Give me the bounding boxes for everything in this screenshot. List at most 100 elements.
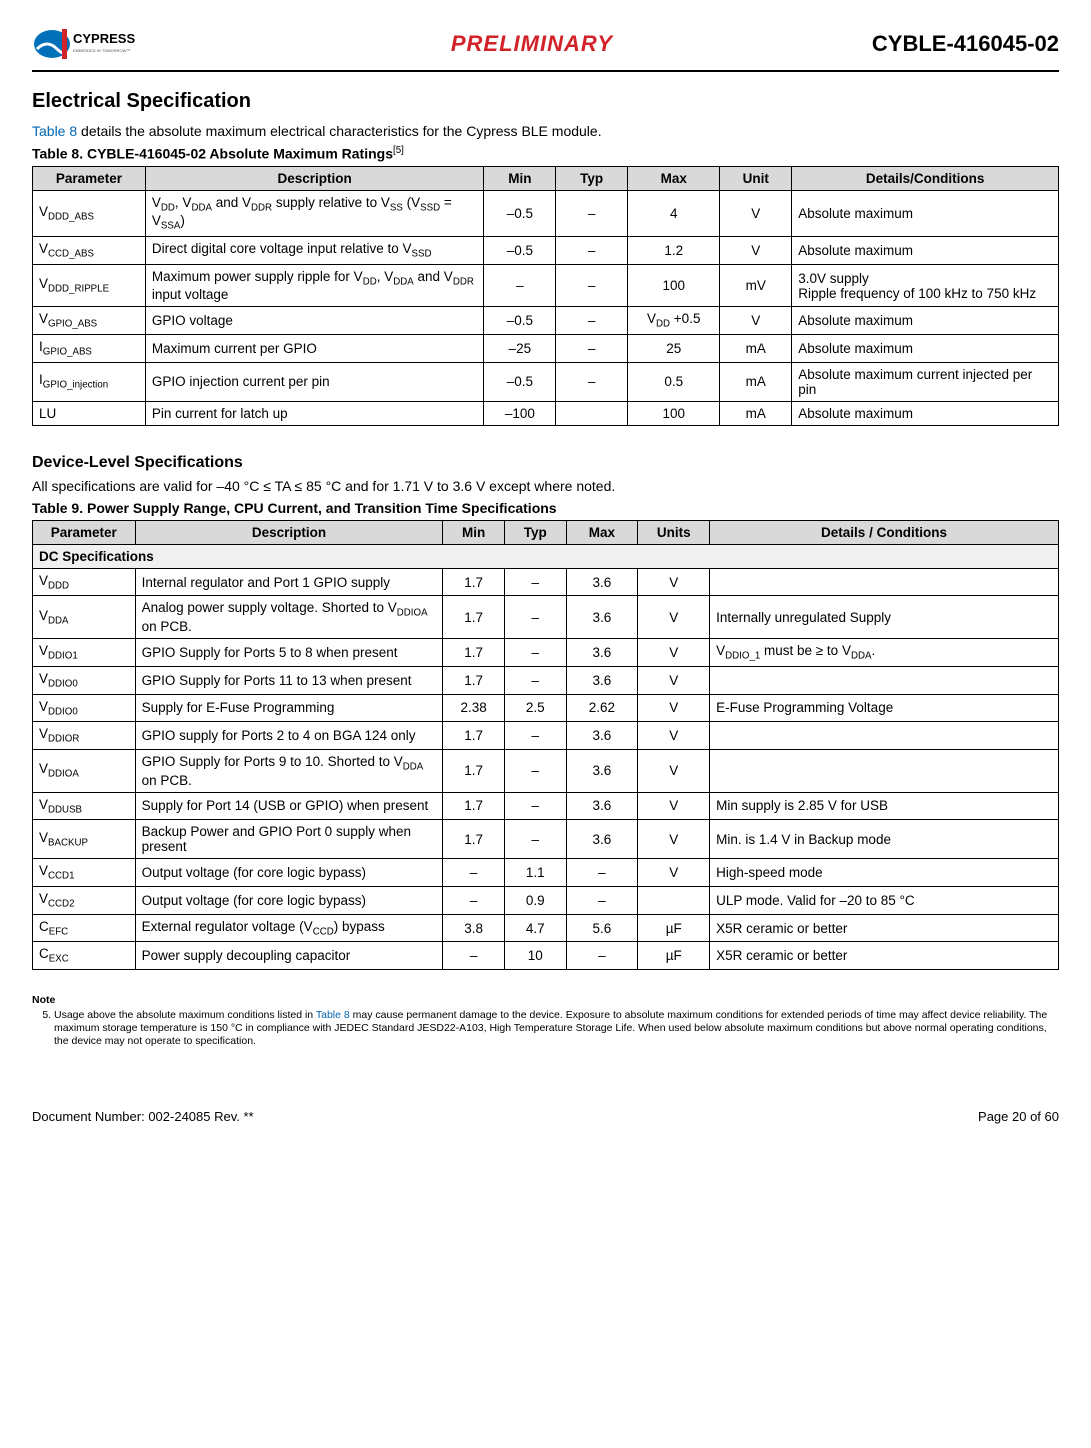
note-table8-link[interactable]: Table 8 (316, 1009, 350, 1021)
table8-link[interactable]: Table 8 (32, 123, 77, 139)
table-cell: VBACKUP (33, 820, 136, 859)
table-cell: mA (720, 362, 792, 401)
logo-subtext: EMBEDDED IN TOMORROW™ (73, 48, 130, 53)
logo-text: CYPRESS (73, 31, 135, 46)
table-cell: Absolute maximum (792, 307, 1059, 335)
table-cell: V (638, 666, 710, 694)
section-title-device-level: Device-Level Specifications (32, 454, 1059, 472)
table-cell: Absolute maximum (792, 237, 1059, 265)
table-cell: 2.62 (566, 694, 638, 722)
table-cell: – (556, 264, 628, 307)
column-header: Description (145, 166, 484, 190)
table-cell: VCCD1 (33, 859, 136, 887)
table-cell: – (443, 942, 505, 970)
table-cell: VGPIO_ABS (33, 307, 146, 335)
table-cell: 4 (628, 190, 720, 236)
table-cell: mA (720, 401, 792, 425)
column-header: Units (638, 520, 710, 544)
table-cell: VCCD2 (33, 886, 136, 914)
table-cell: – (504, 749, 566, 792)
table8-caption-text: Table 8. CYBLE-416045-02 Absolute Maximu… (32, 146, 393, 162)
table-cell: 1.7 (443, 568, 505, 596)
table-cell: – (443, 886, 505, 914)
table-cell: VDDIO0 (33, 694, 136, 722)
column-header: Details / Conditions (710, 520, 1059, 544)
cypress-logo-icon: CYPRESS EMBEDDED IN TOMORROW™ (32, 24, 192, 64)
table-cell: VDDIO_1 must be ≥ to VDDA. (710, 639, 1059, 667)
table-row: VBACKUPBackup Power and GPIO Port 0 supp… (33, 820, 1059, 859)
table-cell: 3.6 (566, 666, 638, 694)
table-cell: VDD +0.5 (628, 307, 720, 335)
table-cell: Absolute maximum current injected per pi… (792, 362, 1059, 401)
table-cell: IGPIO_injection (33, 362, 146, 401)
table-cell: – (504, 722, 566, 750)
table-cell: 3.6 (566, 749, 638, 792)
table-cell: Output voltage (for core logic bypass) (135, 859, 443, 887)
table-cell: GPIO Supply for Ports 5 to 8 when presen… (135, 639, 443, 667)
table-cell: V (638, 749, 710, 792)
table-cell: V (638, 859, 710, 887)
table-cell: VDDIOA (33, 749, 136, 792)
part-number: CYBLE-416045-02 (872, 31, 1059, 57)
table-cell: – (556, 190, 628, 236)
table-cell: E-Fuse Programming Voltage (710, 694, 1059, 722)
table-cell: 3.6 (566, 568, 638, 596)
column-header: Typ (504, 520, 566, 544)
table-row: LUPin current for latch up–100100mAAbsol… (33, 401, 1059, 425)
table-cell (710, 666, 1059, 694)
table-cell: Maximum power supply ripple for VDD, VDD… (145, 264, 484, 307)
table-cell (556, 401, 628, 425)
section-row: DC Specifications (33, 544, 1059, 568)
table-row: IGPIO_injectionGPIO injection current pe… (33, 362, 1059, 401)
column-header: Max (566, 520, 638, 544)
table-cell: VDD, VDDA and VDDR supply relative to VS… (145, 190, 484, 236)
table-row: VDDIO1GPIO Supply for Ports 5 to 8 when … (33, 639, 1059, 667)
table-cell: 0.9 (504, 886, 566, 914)
table-cell: 1.7 (443, 639, 505, 667)
page-header: CYPRESS EMBEDDED IN TOMORROW™ PRELIMINAR… (32, 24, 1059, 72)
table-cell (638, 886, 710, 914)
table-cell: V (638, 596, 710, 639)
table-cell: V (638, 639, 710, 667)
table-row: VDDDInternal regulator and Port 1 GPIO s… (33, 568, 1059, 596)
column-header: Description (135, 520, 443, 544)
table-cell: 1.7 (443, 722, 505, 750)
column-header: Min (443, 520, 505, 544)
table-cell: Backup Power and GPIO Port 0 supply when… (135, 820, 443, 859)
section2-intro: All specifications are valid for –40 °C … (32, 478, 1059, 494)
table-cell: VCCD_ABS (33, 237, 146, 265)
table-cell: 3.6 (566, 792, 638, 820)
table-cell: Output voltage (for core logic bypass) (135, 886, 443, 914)
table-cell: – (566, 859, 638, 887)
table-cell: –25 (484, 335, 556, 363)
section1-intro-rest: details the absolute maximum electrical … (77, 123, 601, 139)
table8-caption: Table 8. CYBLE-416045-02 Absolute Maximu… (32, 145, 1059, 162)
table-cell: – (504, 666, 566, 694)
table-cell: –0.5 (484, 190, 556, 236)
table-cell: 100 (628, 401, 720, 425)
table-cell: 1.1 (504, 859, 566, 887)
column-header: Parameter (33, 520, 136, 544)
table-cell: 25 (628, 335, 720, 363)
table-cell: VDDIOR (33, 722, 136, 750)
table-cell: Min supply is 2.85 V for USB (710, 792, 1059, 820)
table-cell: 3.8 (443, 914, 505, 942)
table-row: VDDUSBSupply for Port 14 (USB or GPIO) w… (33, 792, 1059, 820)
table-cell: Power supply decoupling capacitor (135, 942, 443, 970)
table-cell: GPIO voltage (145, 307, 484, 335)
table-cell: – (443, 859, 505, 887)
table-cell: VDDUSB (33, 792, 136, 820)
table9: ParameterDescriptionMinTypMaxUnitsDetail… (32, 520, 1059, 970)
table-cell: 10 (504, 942, 566, 970)
table-cell: V (638, 792, 710, 820)
table-cell: V (638, 722, 710, 750)
table-row: CEXCPower supply decoupling capacitor–10… (33, 942, 1059, 970)
table-cell: 3.0V supplyRipple frequency of 100 kHz t… (792, 264, 1059, 307)
table-cell: V (638, 820, 710, 859)
table8: ParameterDescriptionMinTypMaxUnitDetails… (32, 166, 1059, 426)
table-cell: –0.5 (484, 237, 556, 265)
table-cell: – (556, 362, 628, 401)
note-5: Usage above the absolute maximum conditi… (54, 1009, 1059, 1048)
table-cell: VDDIO0 (33, 666, 136, 694)
table-row: IGPIO_ABSMaximum current per GPIO–25–25m… (33, 335, 1059, 363)
